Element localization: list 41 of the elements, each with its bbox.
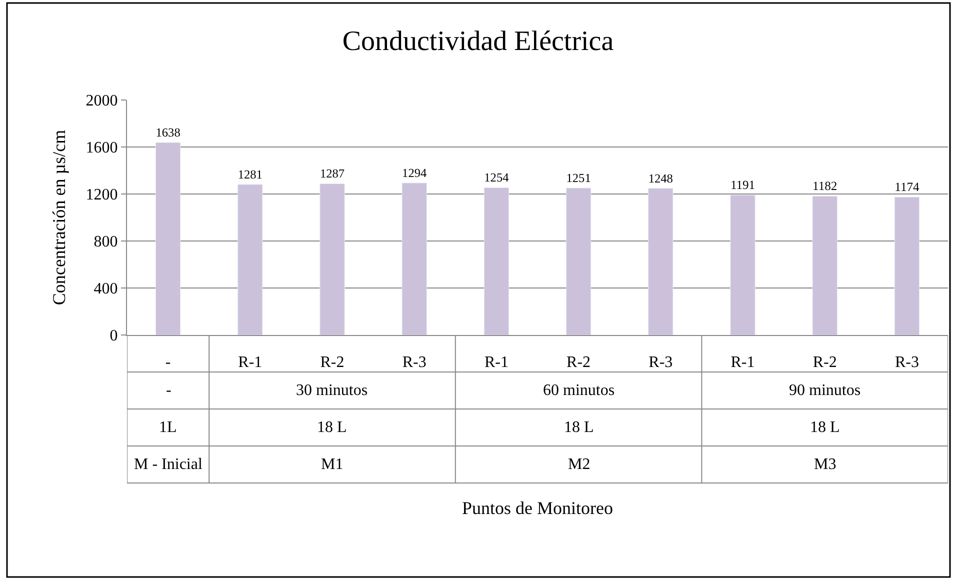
text: M1: [321, 456, 344, 473]
y-tick-label: 2000: [86, 92, 118, 110]
text: Puntos de Monitoreo: [462, 498, 613, 518]
data-label: 1254: [484, 170, 509, 185]
y-tick-label: 400: [94, 280, 118, 298]
text: M3: [814, 456, 836, 473]
chart-title: Conductividad Eléctrica: [342, 26, 614, 57]
x-tick-label: R-1: [238, 354, 262, 372]
x-tick-label: R-1: [484, 354, 508, 372]
text: 1L: [159, 419, 177, 436]
text: 18 L: [317, 419, 347, 436]
data-label: 1251: [566, 170, 591, 185]
text: 90 minutos: [789, 382, 861, 399]
data-label: 1294: [402, 166, 427, 180]
data-label: 1182: [812, 178, 838, 193]
x-tick-label: R-2: [320, 354, 344, 372]
data-label: 1174: [894, 180, 920, 194]
x-tick-label: -: [165, 354, 171, 372]
x-tick-label: R-2: [812, 354, 837, 372]
text: -: [166, 382, 172, 399]
data-label: 1191: [730, 178, 756, 192]
text: 18 L: [564, 419, 594, 436]
x-tick-label: R-3: [402, 354, 426, 372]
text: M2: [568, 456, 590, 473]
y-axis-title: Concentración en µs/cm: [49, 130, 69, 306]
data-label: 1287: [320, 166, 345, 181]
text: 60 minutos: [543, 382, 615, 399]
x-tick-label: R-2: [566, 354, 591, 372]
text: M - Inicial: [134, 456, 203, 473]
x-tick-label: R-3: [648, 354, 673, 372]
data-label: 1281: [238, 167, 262, 182]
x-tick-label: R-1: [730, 354, 755, 372]
text: 18 L: [810, 419, 840, 436]
y-tick-label: 0: [110, 328, 118, 345]
y-tick-label: 1200: [86, 186, 118, 204]
y-tick-label: 800: [94, 234, 118, 251]
y-tick-label: 1600: [86, 140, 118, 157]
data-label: 1638: [156, 125, 180, 140]
x-tick-label: R-3: [894, 354, 919, 372]
data-label: 1248: [648, 171, 673, 186]
text: 30 minutos: [296, 382, 368, 399]
